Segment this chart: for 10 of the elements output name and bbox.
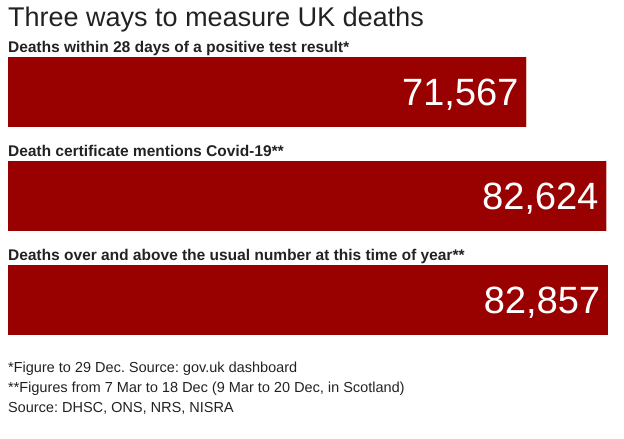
data-label: 82,624 [482, 176, 598, 218]
y-tick-label: Deaths within 28 days of a positive test result* [8, 39, 350, 56]
text: *Figure to 29 Dec. Source: gov.uk dashboard [8, 360, 298, 376]
text: **Figures from 7 Mar to 18 Dec (9 Mar to 20 Dec, in Scotland) [8, 380, 404, 396]
y-tick-label: Death certificate mentions Covid-19** [8, 143, 285, 160]
data-label: 82,857 [484, 280, 600, 322]
y-tick-label: Deaths over and above the usual number at this time of year** [8, 247, 466, 264]
data-label: 71,567 [402, 72, 518, 114]
chart-title: Three ways to measure UK deaths [8, 2, 424, 32]
source-note: Source: DHSC, ONS, NRS, NISRA [8, 400, 234, 416]
